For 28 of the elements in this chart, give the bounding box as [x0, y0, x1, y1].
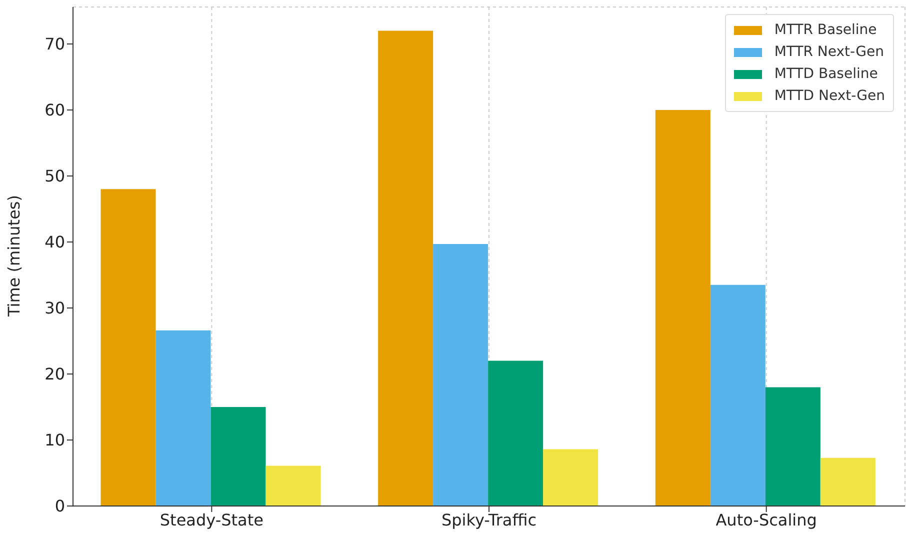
bar [820, 458, 876, 506]
legend-label: MTTR Baseline [774, 21, 877, 40]
bar [765, 387, 820, 506]
bar [710, 284, 766, 506]
legend-label: MTTR Next-Gen [774, 43, 884, 62]
legend-label: MTTD Next-Gen [774, 87, 885, 106]
y-tick-label: 10 [44, 430, 65, 450]
bar [378, 30, 434, 506]
y-tick-label: 60 [44, 100, 65, 120]
legend-label: MTTD Baseline [774, 65, 878, 84]
y-tick-label: 0 [54, 496, 65, 516]
y-tick-label: 30 [44, 298, 65, 318]
y-tick-label: 20 [44, 364, 65, 384]
bar [210, 406, 266, 506]
x-tick-label: Auto-Scaling [716, 510, 817, 530]
x-tick-label: Steady-State [160, 510, 264, 530]
bar [266, 466, 321, 506]
bar [655, 110, 710, 506]
bar [543, 449, 598, 506]
bar [433, 244, 488, 506]
y-tick-label: 50 [44, 166, 65, 186]
x-tick-label: Spiky-Traffic [441, 510, 537, 530]
y-axis-title: Time (minutes) [4, 195, 24, 318]
bar [100, 189, 156, 506]
y-tick-label: 40 [44, 232, 65, 252]
y-tick-label: 70 [44, 34, 65, 54]
bar [488, 360, 544, 506]
bar [156, 330, 211, 506]
